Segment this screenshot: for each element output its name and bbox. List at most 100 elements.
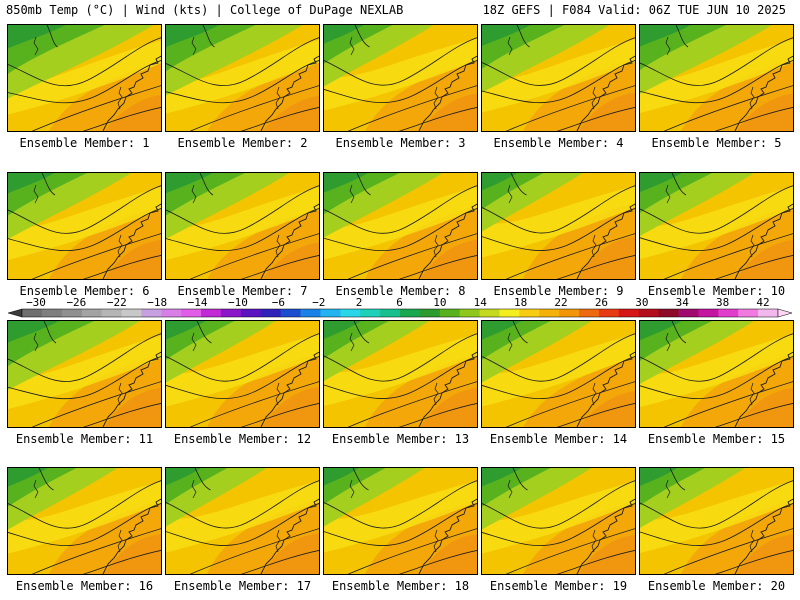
ensemble-member-map [481, 467, 636, 575]
ensemble-member-map [7, 172, 162, 280]
colorbar-segment [618, 309, 640, 317]
ensemble-member-label: Ensemble Member: 1 [19, 136, 150, 150]
colorbar-segment [559, 309, 580, 317]
colorbar-segment [678, 309, 699, 317]
map-svg [166, 173, 319, 279]
ensemble-member-map [323, 320, 478, 428]
colorbar-tick-label: 6 [396, 296, 403, 309]
colorbar-tick-label: −10 [228, 296, 248, 309]
map-svg [640, 25, 793, 131]
colorbar-tick-label: −22 [106, 296, 127, 309]
map-svg [482, 321, 635, 427]
colorbar-segment [380, 309, 401, 317]
colorbar-segment [400, 309, 421, 317]
colorbar-segment [360, 309, 381, 317]
map-svg [482, 173, 635, 279]
colorbar-segment [598, 309, 620, 317]
colorbar-segment [718, 309, 739, 317]
colorbar-tick-label: 2 [355, 296, 363, 309]
colorbar-segment [141, 309, 162, 317]
ensemble-member-label: Ensemble Member: 20 [647, 579, 786, 593]
ensemble-member-label: Ensemble Member: 2 [177, 136, 308, 150]
colorbar-segment [161, 309, 182, 317]
map-svg [482, 468, 635, 574]
colorbar-segment [698, 309, 719, 317]
colorbar-segment [61, 309, 83, 317]
colorbar-segment [300, 309, 321, 317]
ensemble-member-label: Ensemble Member: 16 [15, 579, 154, 593]
map-svg [640, 468, 793, 574]
ensemble-member-label: Ensemble Member: 17 [173, 579, 312, 593]
colorbar-svg [7, 308, 793, 318]
colorbar-max-arrow [777, 308, 793, 318]
map-svg [482, 25, 635, 131]
ensemble-member-map [323, 172, 478, 280]
chart-title: 850mb Temp (°C) | Wind (kts) | College o… [6, 3, 404, 17]
ensemble-member-map [165, 24, 320, 132]
ensemble-member-label: Ensemble Member: 9 [493, 284, 624, 298]
colorbar-tick-label: −14 [187, 296, 208, 309]
ensemble-member-map [7, 320, 162, 428]
colorbar-tick-label: −30 [26, 296, 46, 309]
ensemble-member-map [7, 467, 162, 575]
colorbar-tick-label: −26 [66, 296, 87, 309]
map-svg [166, 468, 319, 574]
run-valid-time: 18Z GEFS | F084 Valid: 06Z TUE JUN 10 20… [482, 3, 786, 17]
colorbar-segment [539, 309, 560, 317]
map-svg [8, 25, 161, 131]
colorbar-segment [738, 309, 759, 317]
ensemble-member-label: Ensemble Member: 5 [651, 136, 782, 150]
colorbar-tick-label: 18 [514, 296, 528, 309]
ensemble-member-label: Ensemble Member: 14 [489, 432, 628, 446]
ensemble-member-map [639, 172, 794, 280]
ensemble-member-map [481, 172, 636, 280]
ensemble-member-label: Ensemble Member: 10 [647, 284, 786, 298]
colorbar-segment [101, 309, 122, 317]
colorbar-segment [758, 309, 779, 317]
colorbar-tick-label: 14 [473, 296, 487, 309]
ensemble-member-map [165, 172, 320, 280]
ensemble-member-map [165, 320, 320, 428]
ensemble-member-label: Ensemble Member: 8 [335, 284, 466, 298]
colorbar-tick-label: 34 [675, 296, 689, 309]
colorbar-min-arrow [7, 308, 23, 318]
map-svg [640, 173, 793, 279]
colorbar-segment [419, 309, 441, 317]
ensemble-member-label: Ensemble Member: 18 [331, 579, 470, 593]
colorbar-tick-label: 26 [594, 296, 609, 309]
colorbar-segment [220, 309, 242, 317]
colorbar-tick-label: 30 [635, 296, 649, 309]
colorbar-segment [201, 309, 222, 317]
ensemble-member-map [323, 24, 478, 132]
ensemble-member-map [481, 24, 636, 132]
map-svg [324, 173, 477, 279]
ensemble-member-label: Ensemble Member: 19 [489, 579, 628, 593]
colorbar-segment [121, 309, 142, 317]
colorbar-tick-label: −18 [147, 296, 168, 309]
ensemble-member-label: Ensemble Member: 15 [647, 432, 786, 446]
ensemble-member-label: Ensemble Member: 12 [173, 432, 312, 446]
ensemble-member-label: Ensemble Member: 7 [177, 284, 308, 298]
colorbar-tick-label: 10 [433, 296, 447, 309]
colorbar-segment [260, 309, 282, 317]
ensemble-member-map [323, 467, 478, 575]
colorbar-segment [519, 309, 540, 317]
ensemble-member-label: Ensemble Member: 11 [15, 432, 154, 446]
map-svg [166, 25, 319, 131]
map-svg [324, 468, 477, 574]
colorbar-segment [638, 309, 660, 317]
ensemble-member-label: Ensemble Member: 3 [335, 136, 466, 150]
map-svg [8, 468, 161, 574]
ensemble-member-map [639, 467, 794, 575]
colorbar-segment [181, 309, 202, 317]
colorbar-segment [280, 309, 302, 317]
colorbar-tick-label: 42 [756, 296, 770, 309]
colorbar-segment [320, 309, 341, 317]
map-svg [640, 321, 793, 427]
colorbar-segment [41, 309, 63, 317]
map-svg [8, 321, 161, 427]
ensemble-member-map [165, 467, 320, 575]
colorbar-segment [499, 309, 520, 317]
ensemble-member-label: Ensemble Member: 6 [19, 284, 150, 298]
colorbar-tick-label: −6 [271, 296, 285, 309]
